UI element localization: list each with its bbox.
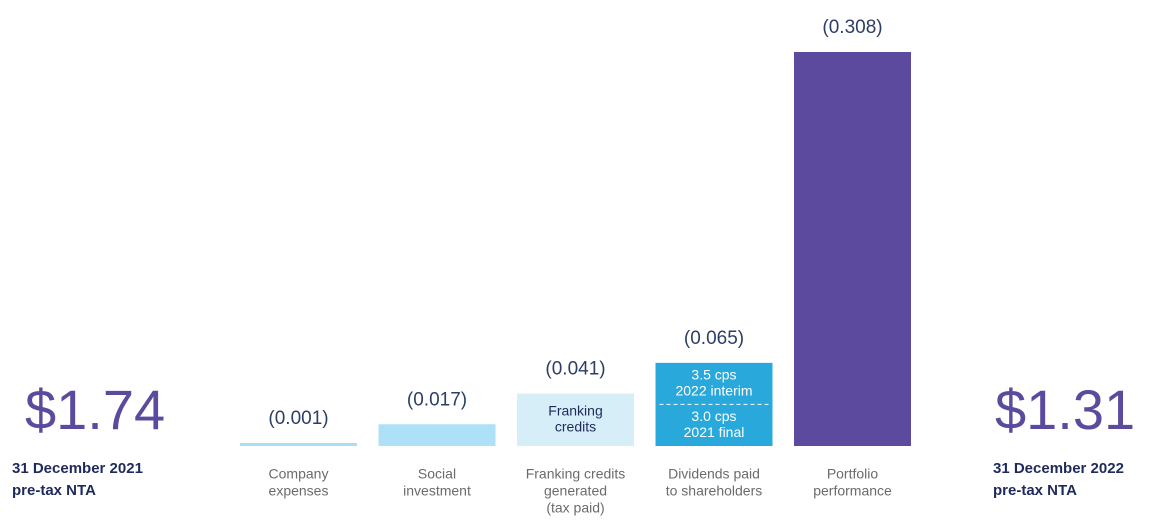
- category-label: Company: [269, 466, 329, 482]
- nta-caption: 31 December 2022: [993, 460, 1124, 477]
- value-label: (0.065): [684, 328, 744, 349]
- category-label: Portfolio: [827, 466, 879, 482]
- category-label: to shareholders: [666, 483, 763, 499]
- category-label: Social: [418, 466, 456, 482]
- bar-annotation: 2022 interim: [675, 382, 752, 398]
- value-label: (0.041): [545, 359, 605, 380]
- bar: [517, 393, 634, 446]
- value-label: (0.308): [822, 17, 882, 38]
- category-label: investment: [403, 483, 471, 499]
- bar: [378, 424, 496, 446]
- nta-value: $1.31: [995, 378, 1135, 441]
- bar-annotation: credits: [555, 418, 596, 434]
- bar-annotation: 3.5 cps: [691, 366, 736, 382]
- bar-annotation: Franking: [548, 402, 602, 418]
- value-label: (0.017): [407, 389, 467, 410]
- bar-annotation: 2021 final: [684, 424, 745, 440]
- nta-caption: pre-tax NTA: [993, 482, 1077, 499]
- category-label: performance: [813, 483, 892, 499]
- bar: [794, 52, 911, 446]
- value-label: (0.001): [268, 408, 328, 429]
- category-label: Dividends paid: [668, 466, 760, 482]
- category-label: generated: [544, 483, 607, 499]
- bar: [240, 443, 357, 446]
- category-label: expenses: [269, 483, 329, 499]
- nta-caption: 31 December 2021: [12, 460, 143, 477]
- bar-annotation: 3.0 cps: [691, 408, 736, 424]
- nta-caption: pre-tax NTA: [12, 482, 96, 499]
- nta-value: $1.74: [25, 378, 165, 441]
- category-label: Franking credits: [526, 466, 626, 482]
- category-label: (tax paid): [546, 500, 604, 516]
